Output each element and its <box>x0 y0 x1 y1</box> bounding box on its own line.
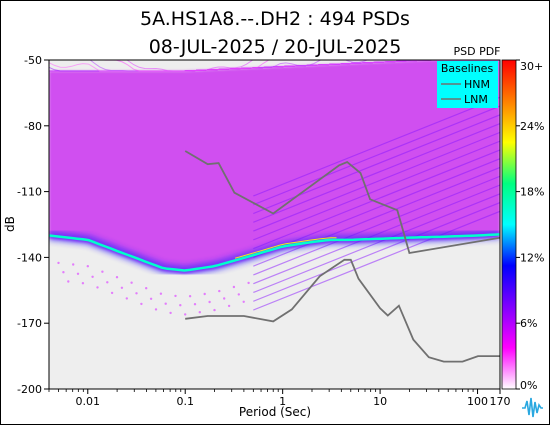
pdf-sparse-point <box>179 304 182 307</box>
pdf-sparse-point <box>184 313 187 316</box>
x-tick-label: 170 <box>490 395 511 408</box>
pdf-sparse-point <box>164 302 167 305</box>
pdf-sparse-point <box>193 303 197 306</box>
pdf-sparse-point <box>101 270 104 273</box>
waveform-logo-icon <box>520 395 544 419</box>
pdf-sparse-point <box>72 263 75 266</box>
pdf-sparse-point <box>110 291 114 295</box>
pdf-sparse-point <box>81 282 85 285</box>
pdf-sparse-points <box>57 261 250 316</box>
colorbar-tick-label: 12% <box>520 251 544 264</box>
plot-border <box>48 59 501 390</box>
x-axis: 0.01 0.1 1 10 100 170 <box>48 389 511 408</box>
pdf-sparse-point <box>169 311 172 315</box>
pdf-sparse-point <box>145 287 148 290</box>
colorbar-tick-label: 24% <box>520 120 544 133</box>
pdf-sparse-point <box>227 304 231 308</box>
colorbar-tick-label: 30+ <box>520 60 543 73</box>
colorbar-label: PSD PDF <box>453 45 500 58</box>
colorbar-tick-label: 6% <box>520 317 537 330</box>
pdf-trace <box>253 96 500 197</box>
y-tick-label: -140 <box>17 251 42 264</box>
pdf-sparse-point <box>125 297 128 300</box>
chart-subtitle: 08-JUL-2025 / 20-JUL-2025 <box>148 36 402 58</box>
y-axis-label: dB <box>3 216 17 232</box>
pdf-sparse-point <box>115 276 119 279</box>
chart-title: 5A.HS1A8.--.DH2 : 494 PSDs <box>140 8 410 30</box>
pdf-sparse-point <box>159 292 163 295</box>
pdf-mode-ridge <box>49 233 500 272</box>
baseline-lnm <box>185 258 500 363</box>
colorbar-gradient <box>501 59 517 390</box>
pdf-sparse-point <box>242 300 245 303</box>
y-tick-label: -80 <box>24 120 42 133</box>
pdf-mode-peak <box>234 237 337 259</box>
pdf-trace <box>253 105 500 206</box>
pdf-trace <box>253 140 500 241</box>
y-axis: -50 -80 -110 -140 -170 -200 <box>17 54 49 396</box>
pdf-density-envelope <box>49 60 500 274</box>
pdf-trace <box>99 60 299 72</box>
colorbar-ticks: 30+ 24% 18% 12% 6% 0% <box>516 59 544 392</box>
pdf-trace <box>253 131 500 232</box>
baseline-hnm <box>184 150 500 255</box>
pdf-sparse-point <box>149 297 153 300</box>
pdf-sparse-point <box>247 281 250 285</box>
pdf-sparse-point <box>188 295 192 298</box>
pdf-sparse-point <box>203 292 206 296</box>
colorbar-tick-label: 18% <box>520 186 544 199</box>
pdf-sparse-point <box>208 300 211 304</box>
pdf-sparse-point <box>76 272 80 275</box>
legend-entry-hnm: HNM <box>464 78 490 91</box>
pdf-trace <box>89 60 414 72</box>
legend-title: Baselines <box>441 62 494 75</box>
pdf-sparse-point <box>57 261 60 265</box>
x-tick-label: 10 <box>373 395 387 408</box>
pdf-sparse-point <box>232 285 236 289</box>
baseline-curves <box>184 150 500 363</box>
pdf-sparse-point <box>96 286 99 289</box>
colorbar: PSD PDF 30+ 24% 18% 12% 6% 0% <box>453 45 544 392</box>
x-tick-label: 0.01 <box>76 395 101 408</box>
pdf-sparse-point <box>62 271 65 274</box>
x-tick-label: 0.1 <box>176 395 194 408</box>
y-tick-label: -170 <box>17 317 42 330</box>
pdf-sparse-point <box>213 308 216 312</box>
pdf-trace <box>253 202 500 302</box>
x-tick-label: 1 <box>279 395 286 408</box>
x-tick-label: 100 <box>467 395 488 408</box>
pdf-sparse-point <box>135 292 138 295</box>
pdf-sparse-point <box>120 286 124 289</box>
pdf-trace <box>253 175 500 276</box>
pdf-trace <box>253 210 500 311</box>
pdf-sparse-point <box>130 281 133 284</box>
pdf-sparse-point <box>174 294 177 298</box>
pdf-sparse-point <box>140 302 143 306</box>
legend: Baselines HNM LNM <box>437 61 498 108</box>
pdf-sparse-point <box>106 281 109 284</box>
colorbar-tick-label: 0% <box>520 379 537 392</box>
pdf-trace <box>253 166 500 267</box>
y-tick-label: -50 <box>24 54 42 67</box>
y-tick-label: -200 <box>17 383 42 396</box>
pdf-trace <box>253 123 500 223</box>
pdf-sparse-point <box>198 311 201 314</box>
x-axis-label: Period (Sec) <box>239 405 311 419</box>
pdf-sparse-point <box>86 265 90 268</box>
legend-entry-lnm: LNM <box>464 93 488 106</box>
pdf-trace <box>253 149 500 250</box>
pdf-sparse-point <box>218 289 221 293</box>
pdf-sparse-point <box>223 297 226 300</box>
y-tick-label: -110 <box>17 186 42 199</box>
pdf-sparse-point <box>154 308 158 311</box>
pdf-sparse-point <box>237 293 240 296</box>
pdf-sparse-point <box>67 280 70 283</box>
pdf-sparse-point <box>91 275 94 278</box>
